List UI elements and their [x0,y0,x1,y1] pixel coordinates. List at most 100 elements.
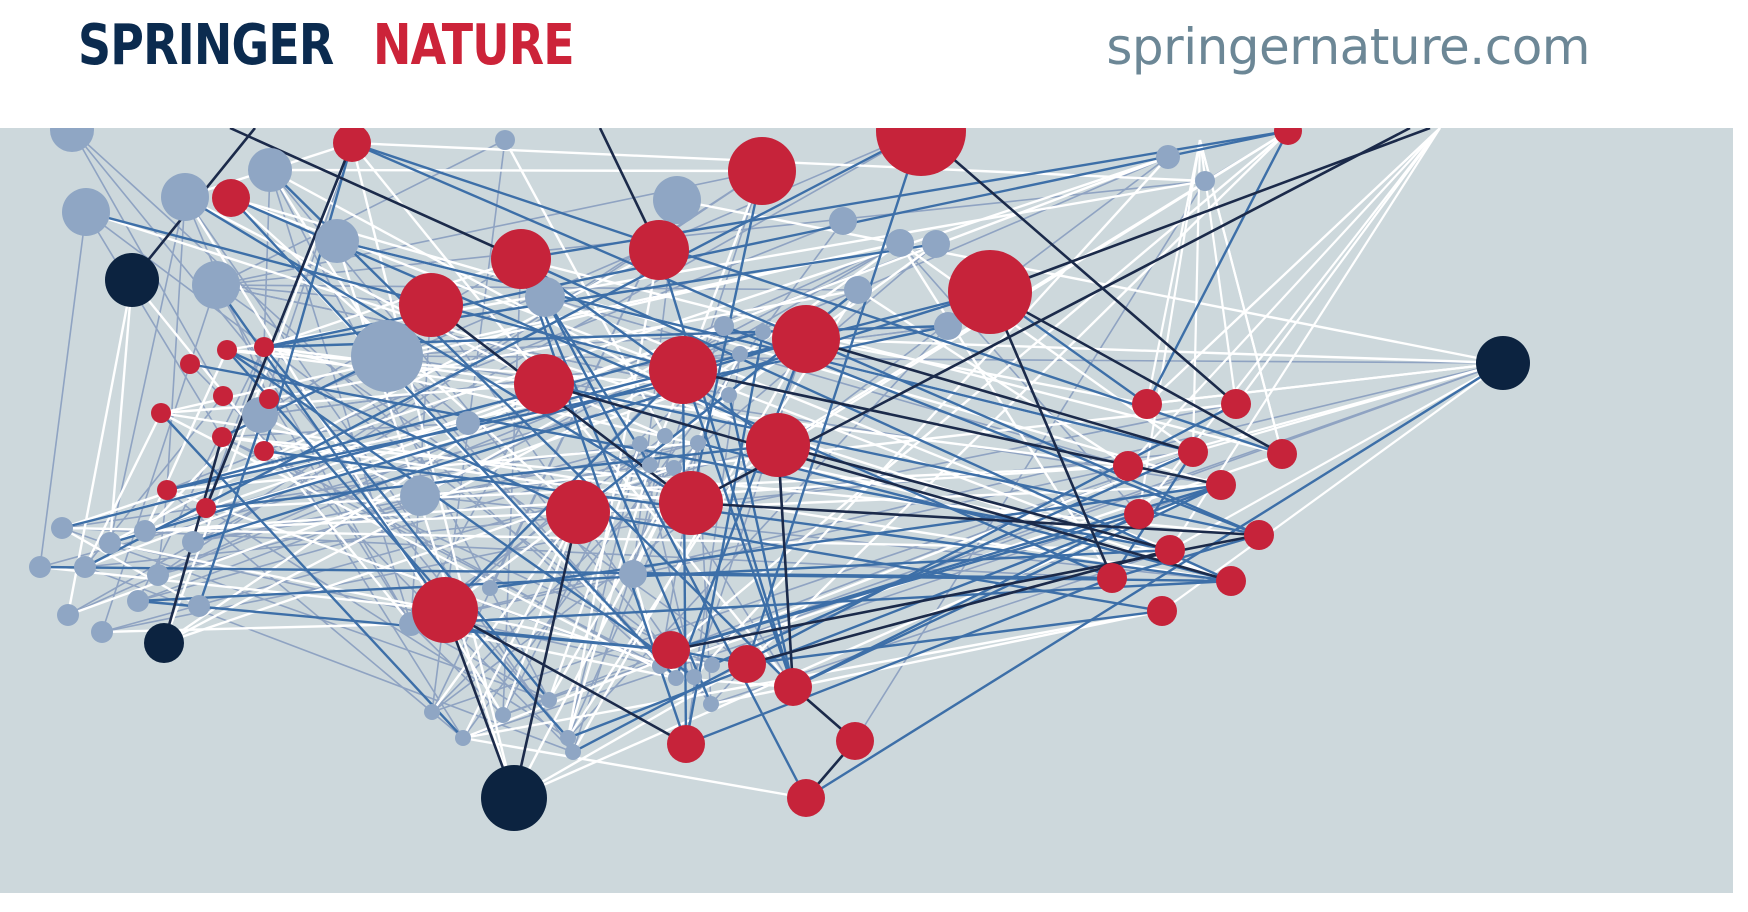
network-edge [512,511,580,799]
red-node [151,403,171,423]
red-node [667,725,705,763]
network-edge [215,284,446,611]
network-edge [221,422,469,438]
network-edge [1161,362,1504,612]
network-edge [263,169,271,348]
network-edge [221,436,661,667]
springer-nature-logo[interactable]: SPRINGER NATURE [78,10,575,80]
network-edge [85,211,223,438]
red-node [1155,535,1185,565]
light-node [57,604,79,626]
network-edge [137,548,1171,603]
network-edge [543,296,808,799]
network-edge [462,450,1194,740]
logo-springer-text: SPRINGER [78,12,334,78]
light-node [91,621,113,643]
network-edge [1127,128,1441,467]
light-node [495,707,511,723]
light-node [50,128,94,152]
network-edge [108,279,134,544]
network-edge [805,337,1504,365]
network-edge [443,609,516,799]
network-edge [1169,362,1504,551]
network-edge [501,511,580,716]
network-edge [410,579,1232,626]
light-node [642,457,658,473]
red-node [254,441,274,461]
red-node [212,179,250,217]
red-node [259,389,279,409]
network-edge [197,398,271,607]
network-graph-banner [0,128,1733,893]
red-node [629,220,689,280]
red-node [546,480,610,544]
light-node [147,564,169,586]
light-node [182,531,204,553]
light-node [844,276,872,304]
network-edge [1111,533,1260,580]
red-node [836,722,874,760]
red-node [948,250,1032,334]
red-node [213,386,233,406]
network-edge [674,338,808,679]
network-edge [85,210,684,372]
network-edge [681,369,688,745]
network-edge [805,361,1504,800]
red-node [774,668,812,706]
red-node [1132,389,1162,419]
light-node [632,436,648,452]
page-header: SPRINGER NATURE springernature.com [0,0,1748,128]
light-node [495,130,515,150]
light-node [922,230,950,258]
network-edge [544,296,1129,467]
network-edge [513,662,748,800]
light-node [886,229,914,257]
network-edge [184,195,545,386]
network-edge [854,180,1206,742]
network-edge [230,197,677,679]
network-edge [776,444,795,688]
red-node [196,498,216,518]
network-edge [519,258,713,705]
red-node [1221,389,1251,419]
dark-node [144,623,184,663]
light-node [99,532,121,554]
light-node [619,560,647,588]
network-edge [1191,139,1202,453]
light-node [829,207,857,235]
light-node [351,320,423,392]
light-node [456,411,480,435]
network-edge [792,512,1140,689]
network-edge [205,443,779,510]
light-node [541,692,557,708]
light-node [134,520,156,542]
logo-nature-text: NATURE [373,12,575,78]
website-url[interactable]: springernature.com [1106,18,1590,76]
network-edge [268,398,412,625]
red-node [787,779,825,817]
network-edge [109,196,186,544]
network-edge [192,290,991,544]
network-edge [898,242,1114,579]
network-edge [777,443,1171,552]
light-node [686,669,702,685]
network-edge [160,412,464,739]
light-node [455,730,471,746]
network-edge [184,195,692,505]
network-edge [989,128,1431,294]
network-edge [160,411,677,680]
dark-node [481,765,547,831]
network-edge [189,362,1171,552]
red-node [652,631,690,669]
red-node [212,427,232,447]
red-node [746,413,810,477]
red-node [412,577,478,643]
network-edge [215,284,412,625]
red-node [1206,470,1236,500]
network-edge [84,566,574,753]
red-node [399,273,463,337]
light-node [1156,145,1180,169]
network-edge [419,402,1237,498]
red-node [333,128,371,162]
network-edge [462,736,807,800]
